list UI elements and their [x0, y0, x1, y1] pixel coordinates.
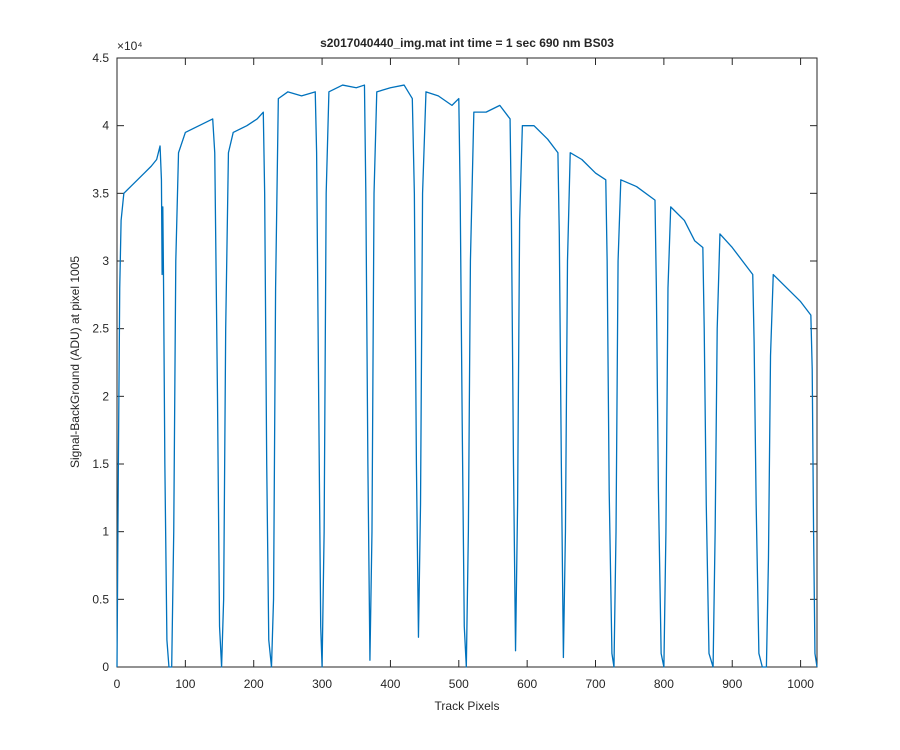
x-tick-label: 200	[244, 677, 264, 691]
x-tick-label: 300	[312, 677, 332, 691]
x-tick-label: 0	[114, 677, 121, 691]
axes-box	[116, 57, 818, 668]
x-axis-label: Track Pixels	[435, 699, 500, 713]
chart-title: s2017040440_img.mat int time = 1 sec 690…	[320, 36, 614, 50]
x-tick-label: 700	[586, 677, 606, 691]
x-tick-label: 500	[449, 677, 469, 691]
y-tick-label: 2	[102, 389, 109, 403]
x-tick-label: 400	[380, 677, 400, 691]
x-tick-label: 100	[175, 677, 195, 691]
y-tick-label: 4.5	[92, 51, 109, 65]
y-tick-label: 1.5	[92, 457, 109, 471]
y-tick-label: 3	[102, 254, 109, 268]
y-tick-label: 0.5	[92, 592, 109, 606]
y-tick-label: 1	[102, 525, 109, 539]
x-tick-label: 1000	[787, 677, 814, 691]
y-tick-label: 2.5	[92, 322, 109, 336]
line-series	[116, 84, 818, 668]
y-axis-label: Signal-BackGround (ADU) at pixel 1005	[68, 256, 82, 468]
y-tick-label: 0	[102, 660, 109, 674]
x-tick-label: 600	[517, 677, 537, 691]
y-exponent-label: ×10⁴	[117, 39, 143, 53]
y-tick-label: 4	[102, 119, 109, 133]
x-tick-label: 800	[654, 677, 674, 691]
x-tick-label: 900	[722, 677, 742, 691]
y-tick-label: 3.5	[92, 186, 109, 200]
